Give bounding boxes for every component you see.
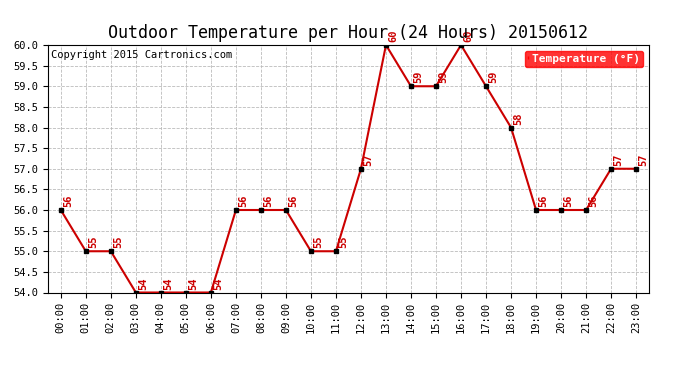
Text: 59: 59 [488, 71, 498, 84]
Text: 59: 59 [438, 71, 448, 84]
Text: 55: 55 [338, 236, 348, 249]
Text: 56: 56 [288, 195, 298, 207]
Text: 59: 59 [413, 71, 423, 84]
Text: 54: 54 [163, 277, 172, 290]
Text: 60: 60 [463, 30, 473, 42]
Text: 54: 54 [188, 277, 198, 290]
Text: 56: 56 [538, 195, 548, 207]
Text: Copyright 2015 Cartronics.com: Copyright 2015 Cartronics.com [51, 50, 233, 60]
Text: 56: 56 [263, 195, 273, 207]
Text: 55: 55 [313, 236, 323, 249]
Text: 57: 57 [613, 153, 623, 166]
Text: 56: 56 [238, 195, 248, 207]
Text: 56: 56 [588, 195, 598, 207]
Text: 56: 56 [63, 195, 72, 207]
Text: 55: 55 [88, 236, 98, 249]
Text: 54: 54 [213, 277, 223, 290]
Legend: Temperature (°F): Temperature (°F) [525, 51, 643, 67]
Text: 60: 60 [388, 30, 398, 42]
Title: Outdoor Temperature per Hour (24 Hours) 20150612: Outdoor Temperature per Hour (24 Hours) … [108, 24, 589, 42]
Text: 56: 56 [563, 195, 573, 207]
Text: 54: 54 [138, 277, 148, 290]
Text: 57: 57 [638, 153, 648, 166]
Text: 58: 58 [513, 112, 523, 125]
Text: 55: 55 [112, 236, 123, 249]
Text: 57: 57 [363, 153, 373, 166]
